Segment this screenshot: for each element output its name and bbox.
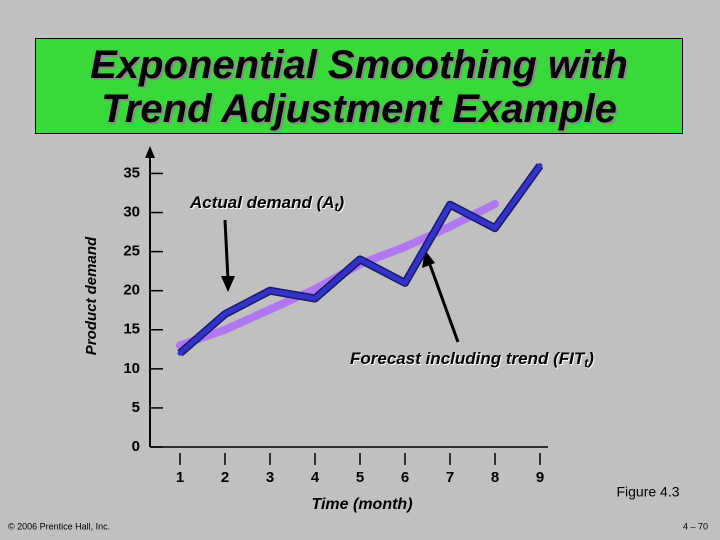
y-tick-label: 20	[123, 282, 140, 299]
y-tick-label: 15	[123, 321, 140, 338]
annotation-text: Forecast including trend (FIT	[350, 349, 586, 368]
arrow-head	[221, 276, 235, 292]
y-tick-label: 0	[132, 438, 140, 455]
y-tick-label: 35	[123, 164, 140, 181]
title-line: Trend Adjustment Example	[101, 87, 617, 131]
series-line	[177, 163, 543, 356]
x-tick-label: 7	[446, 469, 454, 486]
copyright: © 2006 Prentice Hall, Inc.	[8, 521, 110, 531]
y-tick-label: 5	[132, 399, 140, 416]
title-line: Exponential Smoothing with	[90, 43, 628, 87]
arrow	[223, 219, 230, 281]
title-box: Exponential Smoothing with Trend Adjustm…	[35, 38, 683, 134]
annotation-text: Actual demand (A	[189, 193, 335, 212]
x-tick-label: 5	[356, 469, 364, 486]
x-tick-label: 3	[266, 469, 274, 486]
y-axis-label: Product demand	[83, 236, 100, 355]
annotation: Forecast including trend (FITt)	[350, 349, 594, 370]
x-tick-label: 6	[401, 469, 409, 486]
figure-label: Figure 4.3	[616, 484, 679, 500]
x-axis-label: Time (month)	[311, 496, 412, 513]
annotation: Actual demand (At)	[189, 193, 345, 214]
annotation-text: )	[586, 349, 594, 368]
x-tick-label: 9	[536, 469, 544, 486]
y-tick-label: 25	[123, 243, 140, 260]
x-tick-label: 8	[491, 469, 499, 486]
y-axis-arrow	[145, 146, 155, 158]
annotation-text: )	[337, 193, 345, 212]
x-tick-label: 1	[176, 469, 184, 486]
y-tick-label: 10	[123, 360, 140, 377]
annotation-subscript: t	[335, 200, 340, 214]
x-tick-label: 2	[221, 469, 229, 486]
arrow	[427, 261, 460, 343]
x-tick-label: 4	[311, 469, 320, 486]
y-tick-label: 30	[123, 203, 140, 220]
page-number: 4 – 70	[683, 521, 708, 531]
annotation-subscript: t	[584, 356, 589, 370]
